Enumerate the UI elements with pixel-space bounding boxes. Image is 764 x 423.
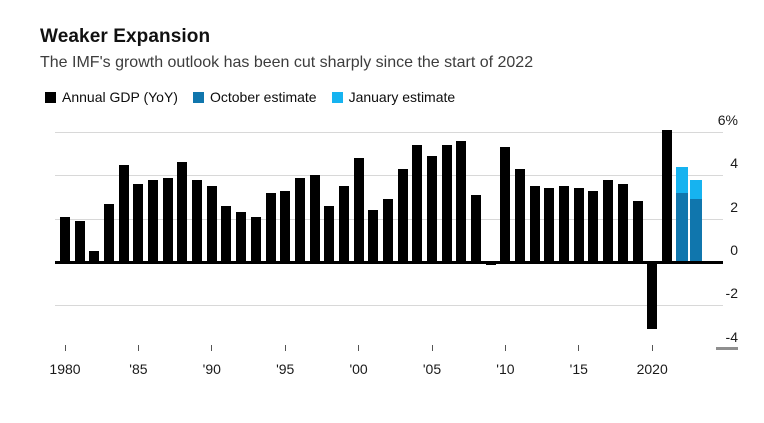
annual-gdp-bar-1983 (104, 203, 115, 261)
x-tick-label-1995: '95 (276, 361, 295, 377)
legend-label-october-estimate: October estimate (209, 89, 317, 105)
annual-gdp-bar-1981 (74, 220, 85, 261)
y-axis-label-6pct: 6% (717, 112, 738, 129)
annual-gdp-bar-2001 (368, 210, 379, 261)
x-tick-2010 (504, 345, 506, 351)
legend-item-october-estimate: October estimate (192, 89, 317, 105)
x-tick-1985 (137, 345, 139, 351)
legend-item-january-estimate: January estimate (331, 89, 456, 105)
x-tick-label-2010: '10 (496, 361, 515, 377)
annual-gdp-bar-2009 (485, 263, 496, 265)
zero-axis-line (55, 260, 723, 264)
annual-gdp-bar-1984 (118, 164, 129, 261)
annual-gdp-bar-2005 (427, 155, 437, 261)
x-tick-label-2015: '15 (569, 361, 588, 377)
legend-item-annual-gdp: Annual GDP (YoY) (45, 89, 178, 105)
x-tick-1980 (64, 345, 66, 351)
annual-gdp-bar-1990 (206, 186, 217, 261)
page-subtitle: The IMF's growth outlook has been cut sh… (40, 54, 534, 71)
x-tick-2015 (578, 345, 580, 351)
annual-gdp-bar-1998 (324, 205, 335, 261)
annual-gdp-bar-1985 (133, 184, 144, 261)
annual-gdp-bar-2021 (661, 129, 672, 261)
legend-label-january-estimate: January estimate (348, 89, 456, 105)
annual-gdp-bar-2006 (441, 145, 452, 261)
annual-gdp-bar-2016 (588, 190, 599, 261)
annual-gdp-bar-1986 (148, 179, 159, 261)
x-tick-2020 (651, 345, 653, 351)
annual-gdp-bar-1996 (294, 177, 305, 261)
annual-gdp-bar-2002 (382, 199, 393, 261)
annual-gdp-bar-2010 (500, 147, 511, 261)
x-tick-label-2005: '05 (422, 361, 442, 377)
x-tick-label-1985: '85 (129, 361, 148, 377)
annual-gdp-bar-2007 (456, 140, 467, 261)
y-axis-label-4: 4 (730, 155, 738, 172)
y-axis-label-0: 0 (730, 242, 738, 258)
annual-gdp-bar-1987 (162, 177, 173, 261)
annual-gdp-bar-2000 (353, 158, 364, 261)
annual-gdp-bar-2012 (529, 186, 540, 261)
annual-gdp-bar-2014 (559, 186, 570, 261)
annual-gdp-bar-2019 (632, 201, 643, 261)
october-estimate-swatch-icon (192, 91, 204, 103)
x-tick-1995 (284, 345, 286, 351)
minus-4-gridline-stub (716, 347, 738, 350)
annual-gdp-bar-1988 (177, 162, 188, 261)
gridline-6pct (55, 132, 723, 134)
annual-gdp-bar-1980 (60, 216, 70, 261)
annual-gdp-bar-2008 (471, 194, 482, 261)
page-title: Weaker Expansion (40, 26, 211, 47)
x-tick-label-2000: '00 (349, 361, 368, 377)
x-tick-1990 (211, 345, 213, 351)
annual-gdp-bar-1991 (221, 205, 232, 261)
annual-gdp-bar-2003 (397, 168, 408, 261)
annual-gdp-bar-1997 (309, 175, 320, 261)
october-estimate-bar-2022 (675, 192, 688, 261)
annual-gdp-bar-1993 (250, 216, 261, 261)
annual-gdp-swatch-icon (45, 91, 56, 103)
annual-gdp-bar-2004 (412, 145, 423, 261)
x-tick-label-1980: 1980 (49, 361, 81, 377)
annual-gdp-bar-1982 (89, 251, 100, 261)
annual-gdp-bar-2017 (603, 179, 614, 261)
annual-gdp-bar-1989 (192, 179, 203, 261)
annual-gdp-bar-1992 (236, 212, 247, 261)
x-tick-label-2020: 2020 (636, 361, 668, 377)
october-estimate-bar-2023 (690, 199, 703, 261)
annual-gdp-bar-2015 (573, 188, 584, 261)
x-tick-label-1990: '90 (202, 361, 221, 377)
january-estimate-swatch-icon (331, 91, 343, 103)
x-tick-2000 (358, 345, 360, 351)
y-axis-label-2: 2 (730, 198, 738, 215)
gridline-4pct (55, 175, 723, 177)
annual-gdp-bar-1999 (338, 186, 349, 261)
legend-label-annual-gdp: Annual GDP (YoY) (62, 89, 178, 105)
annual-gdp-bar-2011 (515, 168, 526, 261)
annual-gdp-bar-1994 (265, 192, 276, 261)
annual-gdp-bar-2018 (617, 184, 628, 261)
y-axis-label--2: -2 (725, 285, 738, 302)
annual-gdp-bar-2013 (544, 188, 555, 261)
gridline--2pct (55, 305, 723, 307)
annual-gdp-bar-1995 (280, 190, 291, 261)
annual-gdp-bar-2020 (647, 263, 658, 330)
y-axis-label--4: -4 (725, 328, 738, 345)
legend: Annual GDP (YoY) October estimate Januar… (45, 89, 455, 105)
x-tick-2005 (431, 345, 433, 351)
